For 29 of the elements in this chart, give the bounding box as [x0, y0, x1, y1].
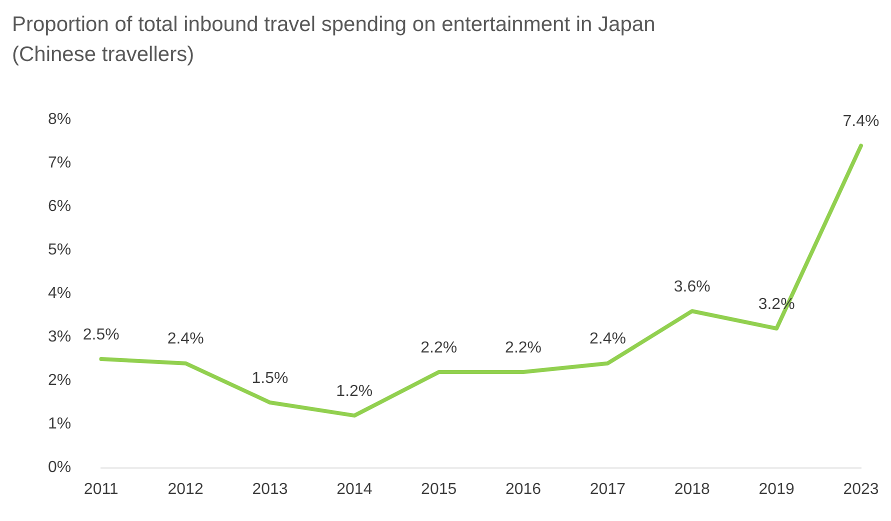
x-tick-label: 2013 [252, 480, 288, 498]
x-tick-label: 2018 [674, 480, 710, 498]
text: 2.2% [420, 339, 458, 356]
x-tick-label: 2011 [84, 480, 118, 498]
x-tick-label: 2014 [336, 480, 372, 498]
y-tick-label: 4% [48, 285, 72, 302]
text: 2.5% [82, 326, 120, 344]
x-tick-label: 2016 [505, 480, 542, 498]
y-tick-label: 7% [48, 154, 72, 172]
y-tick-label: 2% [48, 372, 72, 390]
x-tick-label: 2012 [168, 480, 204, 498]
text: 2.2% [505, 339, 542, 356]
y-tick-label: 6% [48, 198, 72, 216]
x-tick-label: 2023 [843, 480, 879, 498]
text: 7.4% [842, 113, 880, 130]
chart-title: Proportion of total inbound travel spending on entertainment in Japan (Chinese travellers) [12, 12, 656, 68]
text: 2.4% [167, 330, 204, 348]
text: 1.5% [252, 370, 288, 387]
y-tick-label: 5% [48, 242, 72, 259]
y-tick-label: 1% [48, 416, 72, 433]
y-tick-label: 8% [48, 111, 72, 128]
x-tick-label: 2019 [758, 480, 794, 498]
y-tick-label: 3% [48, 328, 72, 346]
text: 1.2% [336, 382, 373, 400]
text: 2.4% [589, 330, 626, 348]
y-tick-label: 0% [48, 459, 72, 476]
x-tick-label: 2015 [421, 480, 457, 498]
text: 3.6% [674, 278, 710, 296]
x-tick-label: 2017 [590, 480, 626, 498]
